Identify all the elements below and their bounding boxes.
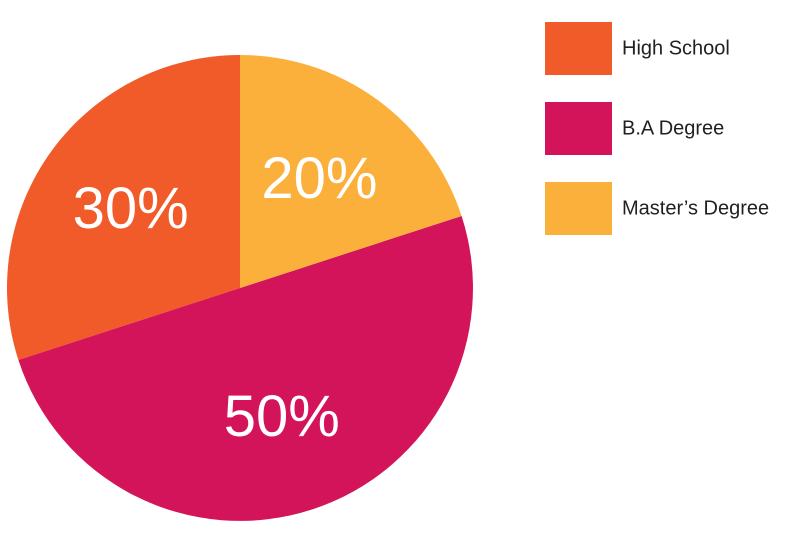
legend-swatch	[545, 22, 612, 75]
value-label: 50%	[224, 384, 340, 449]
pie-slice	[7, 55, 240, 361]
legend-swatch	[545, 102, 612, 155]
pie-slice	[240, 55, 462, 288]
pie-slice	[18, 215, 473, 521]
legend-label: High School	[622, 37, 730, 59]
legend-swatch	[545, 182, 612, 235]
value-label: 30%	[73, 176, 189, 241]
legend-label: B.A Degree	[622, 117, 724, 139]
value-label: 20%	[261, 146, 377, 211]
legend-label: Master’s Degree	[622, 197, 769, 219]
